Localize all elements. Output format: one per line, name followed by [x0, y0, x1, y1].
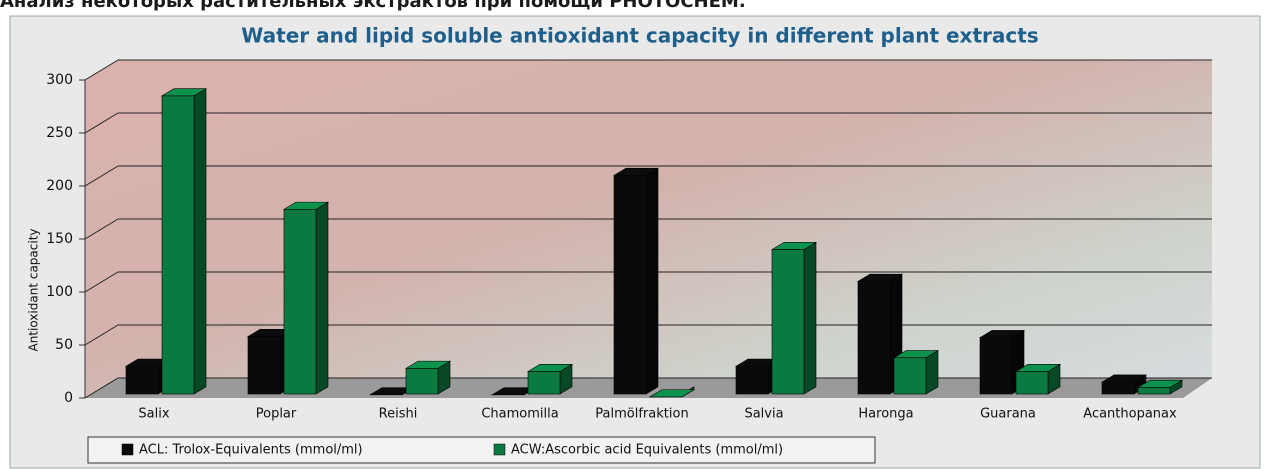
page-heading: Анализ некоторых растительных экстрактов… [0, 0, 746, 12]
bar [735, 365, 769, 395]
grid-line [84, 218, 119, 240]
bar-top [648, 389, 696, 398]
grid-line [84, 59, 119, 81]
chart-title: Water and lipid soluble antioxidant capa… [241, 24, 1038, 48]
bar [283, 209, 317, 395]
x-tick-label: Reishi [379, 407, 418, 422]
bar [979, 337, 1013, 395]
grid-line [84, 165, 119, 187]
bar [247, 336, 281, 395]
grid-line [84, 377, 119, 399]
y-tick-label: 50 [55, 337, 73, 353]
bar [771, 249, 805, 395]
bar [125, 365, 159, 395]
bar [1015, 371, 1049, 395]
bar-side [645, 167, 659, 395]
x-tick-label: Acanthopanax [1083, 407, 1177, 422]
x-tick-label: Chamomilla [481, 407, 558, 422]
bar-side [315, 201, 329, 395]
bar [857, 281, 891, 395]
x-tick-label: Palmölfraktion [595, 407, 688, 422]
bar-side [803, 241, 817, 395]
bar [893, 357, 927, 395]
y-tick-label: 300 [46, 72, 73, 88]
bar-side [925, 349, 939, 395]
grid-line [84, 324, 119, 346]
legend [87, 436, 876, 464]
y-tick-label: 100 [46, 284, 73, 300]
x-tick-label: Salvia [744, 407, 783, 422]
y-axis-label: Antioxidant capacity [27, 228, 41, 351]
bar [613, 175, 647, 395]
x-tick-label: Haronga [858, 407, 913, 422]
legend-swatch [121, 443, 134, 456]
y-tick-label: 250 [46, 125, 73, 141]
bar [161, 95, 195, 395]
y-tick-label: 200 [46, 178, 73, 194]
x-tick-label: Guarana [980, 407, 1036, 422]
bar [1137, 387, 1171, 395]
bar [1101, 381, 1135, 395]
legend-label: ACW:Ascorbic acid Equivalents (mmol/ml) [511, 443, 783, 458]
x-tick-label: Salix [138, 407, 169, 422]
y-tick-label: 150 [46, 231, 73, 247]
bar-side [193, 88, 207, 395]
y-tick-label: 0 [64, 390, 73, 406]
grid-line [84, 271, 119, 293]
bar [527, 371, 561, 395]
grid-line [84, 112, 119, 134]
legend-label: ACL: Trolox-Equivalents (mmol/ml) [139, 443, 363, 458]
legend-swatch [493, 443, 506, 456]
bar [405, 368, 439, 395]
x-tick-label: Poplar [256, 407, 297, 422]
